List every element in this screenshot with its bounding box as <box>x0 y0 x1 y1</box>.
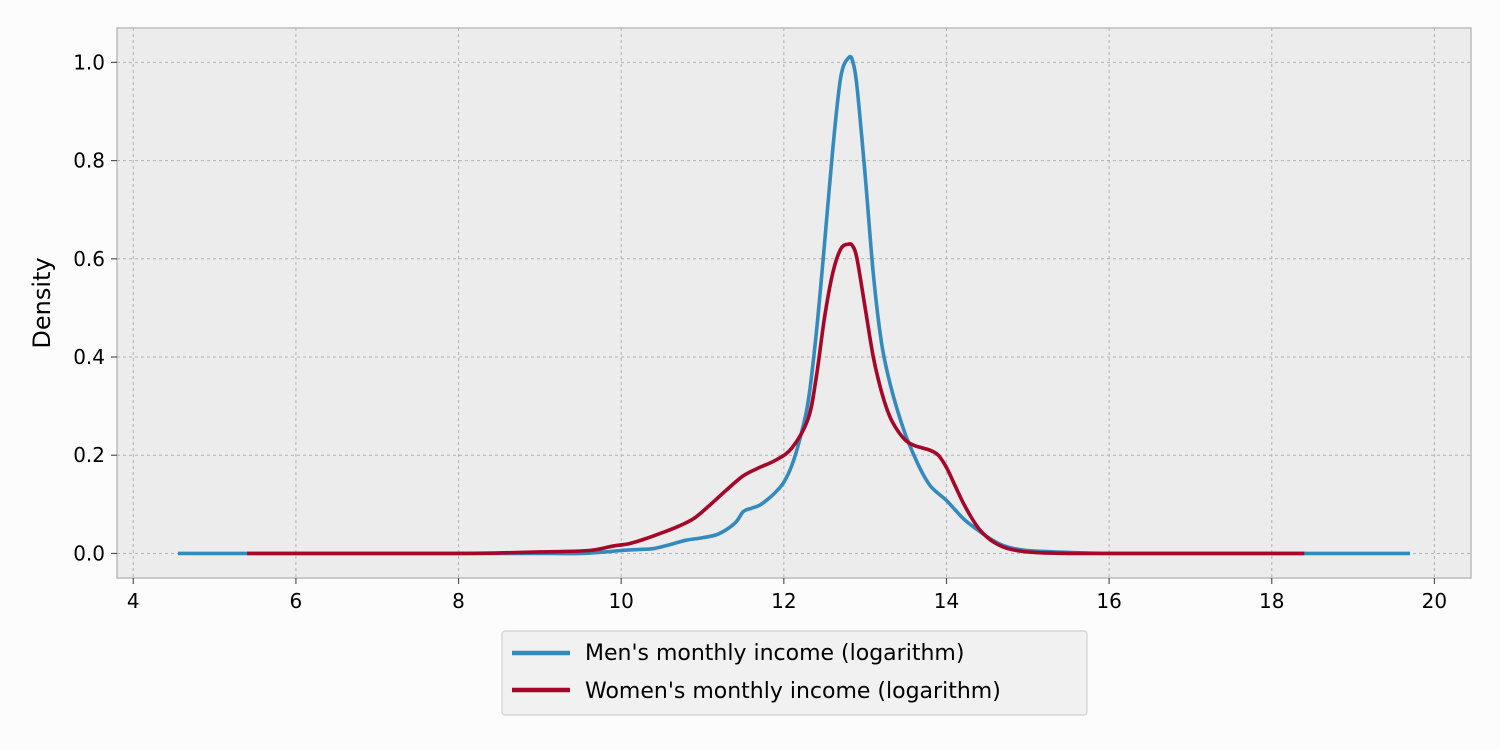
x-tick-label: 16 <box>1096 589 1121 613</box>
x-tick-label: 6 <box>290 589 303 613</box>
series-line-women <box>247 242 1305 556</box>
series <box>177 54 1411 556</box>
x-tick-label: 18 <box>1259 589 1284 613</box>
y-tick-label: 0.8 <box>73 149 105 173</box>
y-tick-label: 1.0 <box>73 50 105 74</box>
x-tick-label: 12 <box>771 589 796 613</box>
y-tick-label: 0.0 <box>73 541 105 565</box>
ticks: 4 6 8 10 12 14 16 18 20 0.0 0.2 0.4 0.6 0.8 1.0 <box>73 50 1447 613</box>
plot-area <box>116 27 1472 579</box>
legend-box <box>501 630 1088 716</box>
y-tick-label: 0.6 <box>73 247 105 271</box>
x-tick-label: 20 <box>1422 589 1447 613</box>
legend: Men's monthly income (logarithm) Women's… <box>501 630 1088 716</box>
y-axis-label: Density <box>28 257 56 348</box>
x-tick-label: 4 <box>127 589 140 613</box>
x-tick-label: 10 <box>608 589 633 613</box>
legend-label-women: Women's monthly income (logarithm) <box>585 679 1001 704</box>
x-tick-label: 14 <box>934 589 959 613</box>
y-tick-label: 0.4 <box>73 345 105 369</box>
legend-label-men: Men's monthly income (logarithm) <box>585 641 964 666</box>
x-tick-label: 8 <box>452 589 465 613</box>
y-tick-label: 0.2 <box>73 443 105 467</box>
